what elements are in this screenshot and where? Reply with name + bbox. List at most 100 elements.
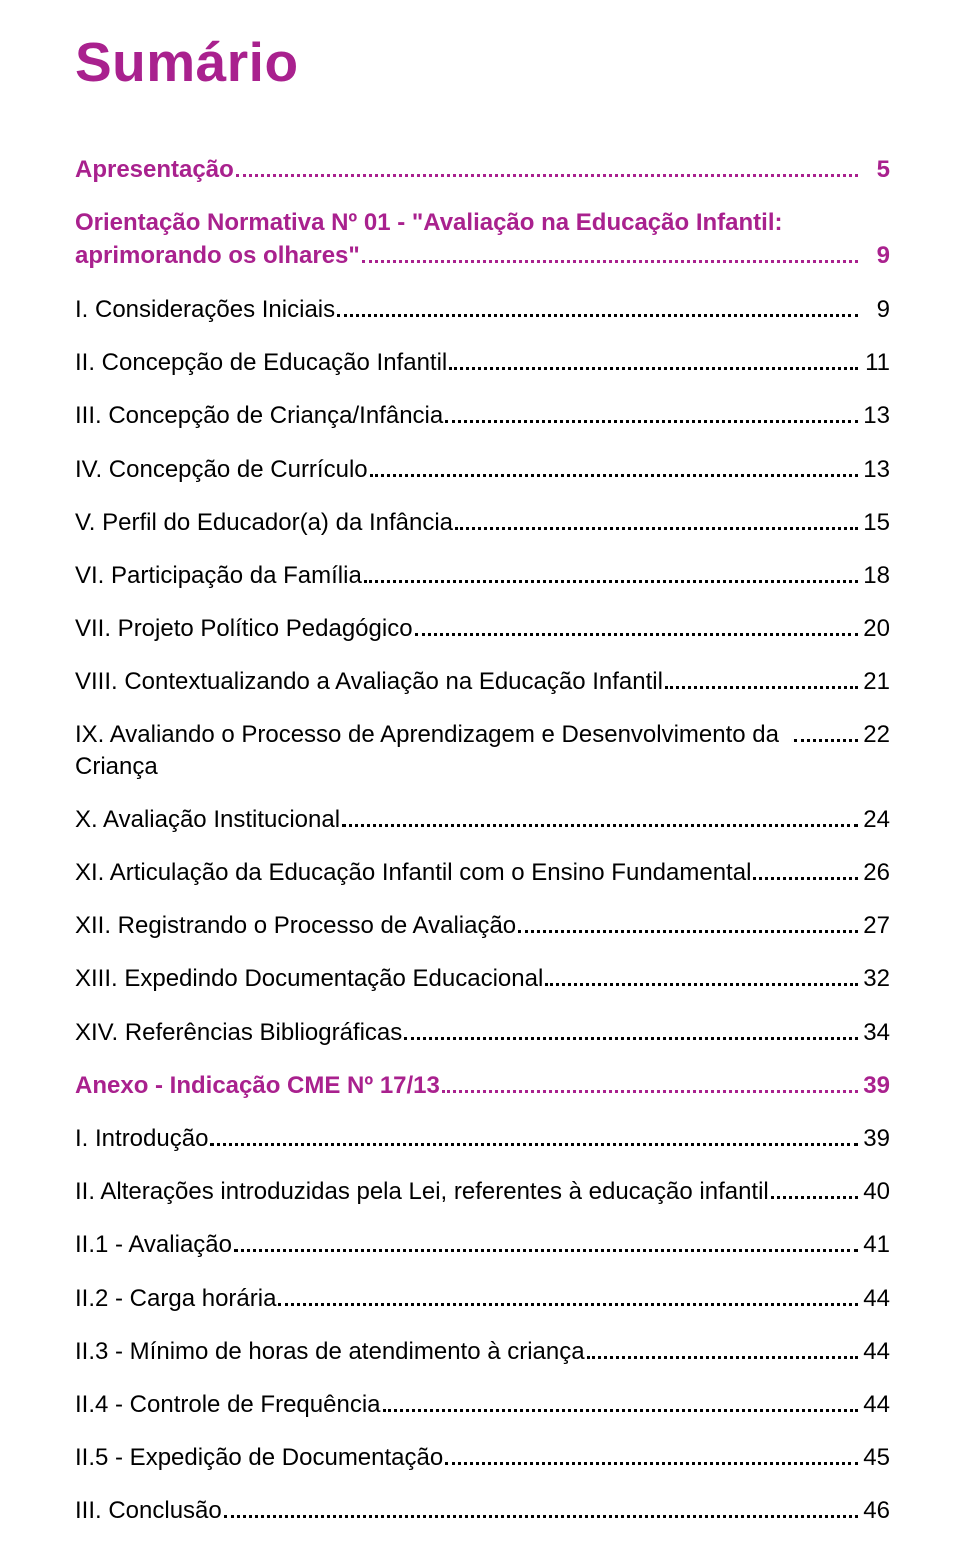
toc-entry: III. Concepção de Criança/Infância 13 <box>75 400 890 431</box>
toc-entry-label: II.5 - Expedição de Documentação <box>75 1442 443 1473</box>
toc-entry-page: 26 <box>860 857 890 888</box>
toc-entry: V. Perfil do Educador(a) da Infância15 <box>75 507 890 538</box>
toc-entry-row: aprimorando os olhares" 9 <box>75 240 890 272</box>
toc-entry-label: Anexo - Indicação CME Nº 17/13 <box>75 1070 440 1101</box>
toc-entry: II.4 - Controle de Frequência 44 <box>75 1389 890 1420</box>
toc-entry-label: XI. Articulação da Educação Infantil com… <box>75 857 751 888</box>
dot-leader <box>342 824 858 827</box>
toc-entry-page: 32 <box>860 963 890 994</box>
toc-entry-label: XIV. Referências Bibliográficas <box>75 1017 402 1048</box>
toc-entry-page: 41 <box>860 1229 890 1260</box>
toc-entry-label: IV. Concepção de Currículo <box>75 454 368 485</box>
toc-entry: XI. Articulação da Educação Infantil com… <box>75 857 890 888</box>
toc-entry: IX. Avaliando o Processo de Aprendizagem… <box>75 719 890 781</box>
toc-entry-label: Apresentação <box>75 154 234 185</box>
toc-entry: I. Considerações Iniciais 9 <box>75 294 890 325</box>
toc-entry-label: VI. Participação da Família <box>75 560 362 591</box>
toc-entry-label: II.2 - Carga horária <box>75 1283 276 1314</box>
dot-leader <box>364 580 858 583</box>
toc-entry: I. Introdução 39 <box>75 1123 890 1154</box>
dot-leader <box>455 527 858 530</box>
dot-leader <box>337 314 858 317</box>
toc-section-heading: Anexo - Indicação CME Nº 17/13 39 <box>75 1070 890 1101</box>
dot-leader <box>362 260 858 263</box>
toc-entry-label: VII. Projeto Político Pedagógico <box>75 613 413 644</box>
dot-leader <box>236 174 858 177</box>
toc-entry-page: 44 <box>860 1283 890 1314</box>
toc-entry-page: 46 <box>860 1495 890 1526</box>
toc-entry: IV. Concepção de Currículo 13 <box>75 454 890 485</box>
toc-entry-label: XII. Registrando o Processo de Avaliação <box>75 910 516 941</box>
toc-entry-page: 20 <box>860 613 890 644</box>
toc-entry-page: 15 <box>860 507 890 538</box>
toc-entry-page: 9 <box>860 294 890 325</box>
toc-entry-label: III. Concepção de Criança/Infância <box>75 400 443 431</box>
dot-leader <box>753 877 858 880</box>
toc-entry-label: III. Conclusão <box>75 1495 222 1526</box>
dot-leader <box>771 1196 858 1199</box>
toc-entry: XIV. Referências Bibliográficas 34 <box>75 1017 890 1048</box>
toc-entry: VII. Projeto Político Pedagógico 20 <box>75 613 890 644</box>
toc-entry: II.3 - Mínimo de horas de atendimento à … <box>75 1336 890 1367</box>
toc-entry-label: II.3 - Mínimo de horas de atendimento à … <box>75 1336 585 1367</box>
toc-list: Apresentação 5 Orientação Normativa Nº 01 … <box>75 154 890 1526</box>
dot-leader <box>665 686 858 689</box>
toc-entry-page: 22 <box>860 719 890 750</box>
dot-leader <box>545 983 858 986</box>
toc-entry-page: 18 <box>860 560 890 591</box>
toc-entry-page: 44 <box>860 1389 890 1420</box>
toc-entry: II. Alterações introduzidas pela Lei, re… <box>75 1176 890 1207</box>
toc-entry: XIII. Expedindo Documentação Educacional… <box>75 963 890 994</box>
toc-entry: III. Conclusão 46 <box>75 1495 890 1526</box>
toc-section-heading: Apresentação 5 <box>75 154 890 185</box>
toc-entry-page: 44 <box>860 1336 890 1367</box>
dot-leader <box>518 930 858 933</box>
toc-entry: XII. Registrando o Processo de Avaliação… <box>75 910 890 941</box>
toc-entry-page: 40 <box>860 1176 890 1207</box>
dot-leader <box>445 1462 858 1465</box>
page-title: Sumário <box>75 30 890 94</box>
toc-entry: X. Avaliação Institucional24 <box>75 804 890 835</box>
dot-leader <box>210 1143 858 1146</box>
toc-entry-label: II.4 - Controle de Frequência <box>75 1389 381 1420</box>
toc-entry: II.2 - Carga horária 44 <box>75 1283 890 1314</box>
toc-entry-label: VIII. Contextualizando a Avaliação na Ed… <box>75 666 663 697</box>
dot-leader <box>442 1090 858 1093</box>
toc-entry: II.1 - Avaliação 41 <box>75 1229 890 1260</box>
dot-leader <box>445 420 858 423</box>
toc-entry: VIII. Contextualizando a Avaliação na Ed… <box>75 666 890 697</box>
toc-entry-page: 39 <box>860 1070 890 1101</box>
toc-entry: II.5 - Expedição de Documentação 45 <box>75 1442 890 1473</box>
toc-entry-page: 11 <box>860 347 890 378</box>
toc-entry-page: 5 <box>860 154 890 185</box>
toc-entry-label: XIII. Expedindo Documentação Educacional <box>75 963 543 994</box>
toc-entry-page: 13 <box>860 400 890 431</box>
toc-entry-label: I. Introdução <box>75 1123 208 1154</box>
dot-leader <box>794 739 858 742</box>
dot-leader <box>370 474 858 477</box>
toc-entry-page: 34 <box>860 1017 890 1048</box>
dot-leader <box>404 1037 858 1040</box>
toc-entry-page: 9 <box>860 240 890 272</box>
toc-entry-label: aprimorando os olhares" <box>75 240 360 272</box>
toc-entry-label: I. Considerações Iniciais <box>75 294 335 325</box>
toc-entry: II. Concepção de Educação Infantil 11 <box>75 347 890 378</box>
toc-entry-page: 45 <box>860 1442 890 1473</box>
toc-entry-label: X. Avaliação Institucional <box>75 804 340 835</box>
dot-leader <box>234 1249 858 1252</box>
dot-leader <box>415 633 858 636</box>
toc-entry-label: II. Alterações introduzidas pela Lei, re… <box>75 1176 769 1207</box>
toc-entry-page: 21 <box>860 666 890 697</box>
dot-leader <box>383 1409 859 1412</box>
toc-entry-page: 39 <box>860 1123 890 1154</box>
dot-leader <box>449 367 858 370</box>
toc-entry-page: 27 <box>860 910 890 941</box>
toc-section-heading: Orientação Normativa Nº 01 - "Avaliação … <box>75 207 890 272</box>
toc-entry-label: Orientação Normativa Nº 01 - "Avaliação … <box>75 207 890 239</box>
toc-entry: VI. Participação da Família 18 <box>75 560 890 591</box>
toc-entry-label: II.1 - Avaliação <box>75 1229 232 1260</box>
toc-entry-label: IX. Avaliando o Processo de Aprendizagem… <box>75 719 792 781</box>
dot-leader <box>587 1356 858 1359</box>
toc-entry-label: II. Concepção de Educação Infantil <box>75 347 447 378</box>
toc-entry-page: 13 <box>860 454 890 485</box>
